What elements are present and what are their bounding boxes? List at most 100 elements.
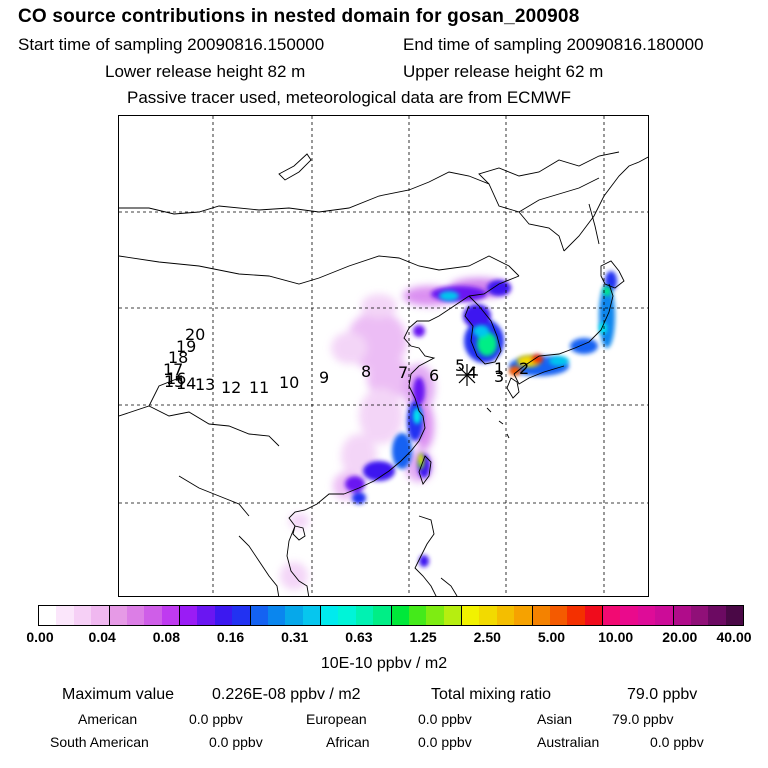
european-label: European [306, 711, 367, 727]
trajectory-label: 20 [185, 325, 205, 344]
map-canvas: 1 2 3 4 5 6 7 8 9 10 11 12 13 14 15 16 1… [119, 116, 648, 596]
asian-value: 79.0 ppbv [612, 711, 674, 727]
australian-value: 0.0 ppbv [650, 734, 704, 750]
colorbar-segment [214, 606, 233, 625]
colorbar-tick-label: 0.04 [88, 629, 116, 645]
trajectory-label: 10 [279, 373, 299, 392]
colorbar [38, 605, 744, 626]
colorbar-tick-label: 10.00 [598, 629, 634, 645]
trajectory-label: 5 [455, 356, 465, 375]
colorbar-segment [109, 606, 127, 625]
american-label: American [78, 711, 138, 727]
colorbar-segment [408, 606, 427, 625]
colorbar-segment [708, 606, 726, 625]
african-value: 0.0 ppbv [418, 734, 472, 750]
colorbar-segment [180, 606, 198, 625]
colorbar-segment [232, 606, 251, 625]
trajectory-label: 17 [163, 360, 183, 379]
trajectory-label: 1 [494, 359, 504, 378]
trajectory-label: 14 [176, 374, 196, 393]
african-label: African [326, 734, 370, 750]
trajectory-labels: 1 2 3 4 5 6 7 8 9 10 11 12 13 14 15 16 1… [163, 325, 529, 397]
colorbar-segment [655, 606, 674, 625]
colorbar-unit-label: 10E-10 ppbv / m2 [320, 655, 448, 672]
colorbar-segment [673, 606, 691, 625]
colorbar-tick-label: 1.25 [409, 629, 437, 645]
colorbar-segment [620, 606, 638, 625]
total-mixing-value: 79.0 ppbv [627, 686, 698, 703]
colorbar-segment [321, 606, 339, 625]
colorbar-segment [479, 606, 497, 625]
max-value: 0.226E-08 ppbv / m2 [212, 686, 361, 703]
asian-label: Asian [537, 711, 573, 727]
colorbar-segment [637, 606, 656, 625]
map-panel: 1 2 3 4 5 6 7 8 9 10 11 12 13 14 15 16 1… [118, 115, 649, 597]
page-title: CO source contributions in nested domain… [18, 6, 580, 27]
colorbar-segment [549, 606, 568, 625]
european-value: 0.0 ppbv [418, 711, 472, 727]
max-value-label: Maximum value [62, 686, 175, 703]
passive-tracer-label: Passive tracer used, meteorological data… [127, 88, 572, 107]
concentration-field-high [413, 286, 611, 469]
colorbar-tick-label: 20.00 [662, 629, 698, 645]
end-time-label: End time of sampling 20090816.180000 [403, 35, 704, 54]
trajectory-label: 13 [195, 375, 215, 394]
colorbar-segment [338, 606, 356, 625]
asterisk-icon [456, 364, 478, 386]
trajectory-label: 18 [168, 348, 188, 367]
trajectory-label: 8 [361, 362, 371, 381]
trajectory-label: 4 [467, 363, 477, 382]
colorbar-segment [496, 606, 515, 625]
colorbar-segment [267, 606, 286, 625]
trajectory-label: 6 [429, 366, 439, 385]
colorbar-tick-label: 40.00 [716, 629, 752, 645]
colorbar-tick-label: 0.08 [152, 629, 180, 645]
colorbar-segment [373, 606, 392, 625]
american-value: 0.0 ppbv [189, 711, 243, 727]
colorbar-segment [302, 606, 321, 625]
map-grid [119, 116, 648, 596]
trajectory-label: 15 [164, 372, 184, 391]
trajectory-label: 7 [398, 363, 408, 382]
trajectory-label: 11 [249, 378, 269, 397]
south-american-value: 0.0 ppbv [209, 734, 263, 750]
colorbar-segment [39, 606, 57, 625]
colorbar-segment [584, 606, 603, 625]
colorbar-segment [690, 606, 709, 625]
colorbar-tick-label: 5.00 [537, 629, 566, 645]
colorbar-segment [250, 606, 268, 625]
colorbar-segment [144, 606, 162, 625]
colorbar-segment [285, 606, 303, 625]
colorbar-segment [56, 606, 74, 625]
total-mixing-label: Total mixing ratio [431, 686, 552, 703]
trajectory-label: 19 [176, 337, 196, 356]
colorbar-segment [567, 606, 585, 625]
start-time-label: Start time of sampling 20090816.150000 [18, 35, 325, 54]
colorbar-tick-label: 0.31 [281, 629, 309, 645]
colorbar-segment [532, 606, 550, 625]
colorbar-segment [91, 606, 110, 625]
trajectory-label: 12 [221, 378, 241, 397]
colorbar-segment [126, 606, 145, 625]
trajectory-label: 3 [494, 367, 504, 386]
colorbar-tick-label: 2.50 [473, 629, 501, 645]
colorbar-segment [725, 606, 743, 625]
colorbar-segment [603, 606, 621, 625]
upper-release-label: Upper release height 62 m [403, 62, 604, 81]
trajectory-label: 9 [319, 368, 329, 387]
trajectory-label: 16 [166, 369, 186, 388]
lower-release-label: Lower release height 82 m [105, 62, 306, 81]
colorbar-segment [391, 606, 409, 625]
colorbar-segment [73, 606, 92, 625]
colorbar-segment [443, 606, 462, 625]
colorbar-segment [197, 606, 215, 625]
trajectory-label: 2 [519, 359, 529, 378]
australian-label: Australian [537, 734, 600, 750]
colorbar-segment [514, 606, 533, 625]
south-american-label: South American [50, 734, 149, 750]
colorbar-tick-label: 0.00 [26, 629, 54, 645]
colorbar-tick-label: 0.16 [216, 629, 245, 645]
colorbar-tick-label: 0.63 [345, 629, 373, 645]
colorbar-segment [462, 606, 480, 625]
colorbar-segment [426, 606, 444, 625]
